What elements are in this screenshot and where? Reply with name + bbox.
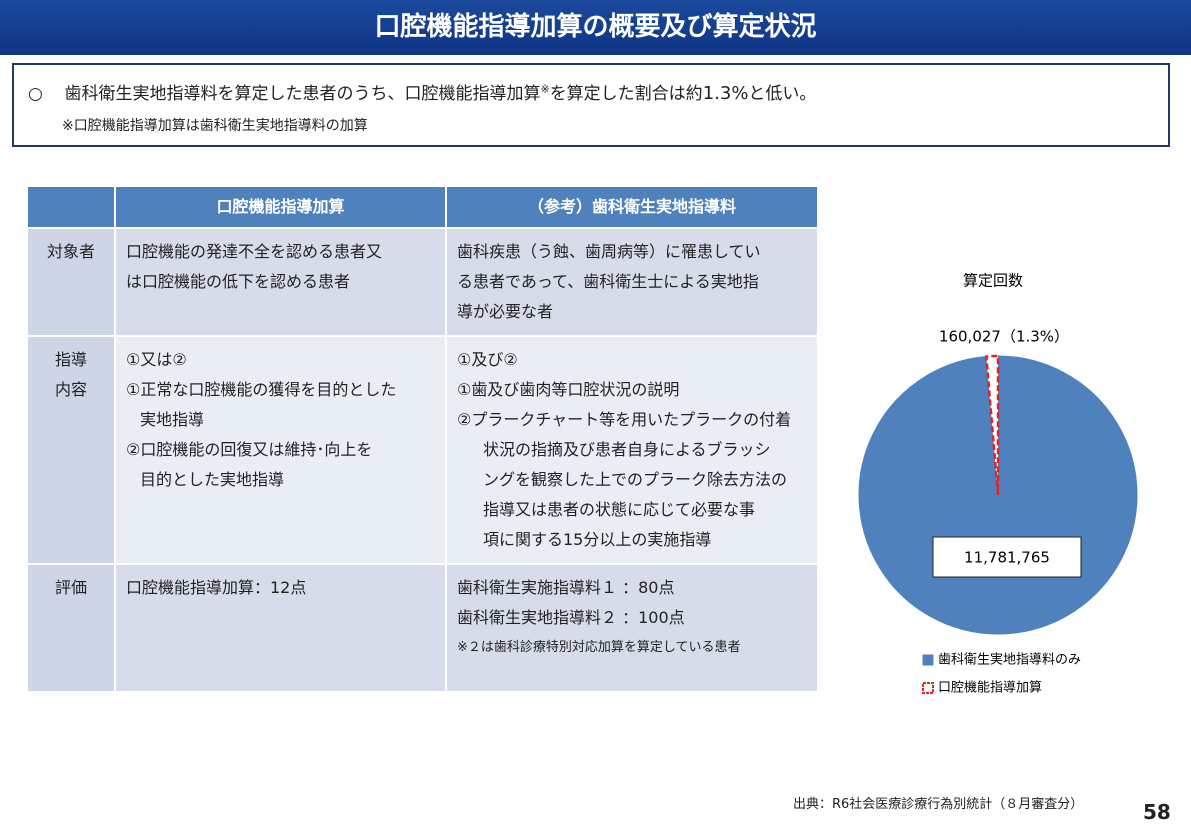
text: 歯科衛生実地指導料を算定した患者のうち、口腔機能指導加算 [64,84,541,104]
line: ※２は歯科診療特別対応加算を算定している患者 [457,640,741,655]
line: 項に関する15分以上の実施指導 [483,530,712,549]
line: ②口腔機能の回復又は維持･向上を [126,440,373,459]
pie-chart: 算定回数 11,781,765 160,027（1.3%） 歯科衛生実地指導料のみ口… [858,272,1138,696]
line: 実地指導 [140,410,205,429]
line: 目的とした実地指導 [140,470,285,489]
mark: ※ [540,82,550,96]
line: ②プラークチャート等を用いたプラークの付着 [457,410,792,429]
line: ①歯及び歯肉等口腔状況の説明 [457,380,680,399]
line: は口腔機能の低下を認める患者 [126,272,351,291]
line: ①又は② [126,350,187,369]
line: 状況の指摘及び患者自身によるブラッシ [483,440,771,459]
line: 歯科疾患（う蝕、歯周病等）に罹患してい [457,242,761,261]
emphasis: 1.3% [702,83,749,104]
line: 評価 [54,578,87,597]
chart-title: 算定回数 [963,272,1023,290]
line: 歯科衛生実施指導料１ ：80点 [457,578,675,597]
line: 内容 [54,380,87,399]
legend-marker [922,654,934,666]
data-label: 11,781,765 [964,549,1050,567]
cell: 口腔機能指導加算：12点 [114,563,447,693]
line: 指導又は患者の状態に応じて必要な事 [483,500,756,519]
line: る患者であって、歯科衛生士による実地指 [457,272,759,291]
header-cell [26,185,116,229]
text: と低い。 [748,84,817,104]
line: 指導 [54,350,87,369]
row-label: 対象者 [26,227,116,337]
legend-label: 口腔機能指導加算 [938,681,1042,696]
cell: ①及び② ①歯及び歯肉等口腔状況の説明 ②プラークチャート等を用いたプラークの付着状… [445,335,819,565]
line: ングを観察した上でのプラーク除去方法の [483,470,788,489]
header-cell: （参考）歯科衛生実地指導料 [445,185,819,229]
line: 口腔機能指導加算：12点 [126,578,307,597]
row-label: 指導 内容 [26,335,116,565]
source: 出典：R6社会医療診療行為別統計（８月審査分） [793,797,1084,812]
note: ※口腔機能指導加算は歯科衛生実地指導料の加算 [62,118,368,134]
data-label: 160,027（1.3%） [939,328,1069,346]
cell: 口腔機能の発達不全を認める患者又 は口腔機能の低下を認める患者 [114,227,447,337]
label-box [932,536,1082,578]
header-cell: 口腔機能指導加算 [114,185,447,229]
bullet: ○ [28,84,43,104]
legend-label: 歯科衛生実地指導料のみ [938,652,1081,668]
summary-line: ○ 歯科衛生実地指導料を算定した患者のうち、口腔機能指導加算※を算定した割合は約… [28,79,816,104]
line: 導が必要な者 [457,302,554,321]
line: ①正常な口腔機能の獲得を目的とした [126,380,397,399]
table: 口腔機能指導加算 （参考）歯科衛生実地指導料 対象者 口腔機能の発達不全を認める… [26,185,819,693]
title: 口腔機能指導加算の概要及び算定状況 [0,0,1191,55]
cell: 歯科疾患（う蝕、歯周病等）に罹患してい る患者であって、歯科衛生士による実地指 導が… [445,227,819,337]
line: ①及び② [457,350,518,369]
line: 歯科衛生実地指導料２ ：100点 [457,608,685,627]
row-label: 評価 [26,563,116,693]
text: を算定した割合は約 [549,84,703,104]
pie-slice [984,354,1000,496]
cell: 歯科衛生実施指導料１ ：80点 歯科衛生実地指導料２ ：100点 ※２は歯科診療特別… [445,563,819,693]
line: 口腔機能の発達不全を認める患者又 [126,242,383,261]
line: 対象者 [46,242,95,261]
cell: ①又は② ①正常な口腔機能の獲得を目的とした実地指導 ②口腔機能の回復又は維持･向上… [114,335,447,565]
page-number: 58 [1143,800,1171,824]
summary-box: ○ 歯科衛生実地指導料を算定した患者のうち、口腔機能指導加算※を算定した割合は約… [12,63,1170,147]
legend-marker [922,682,934,694]
